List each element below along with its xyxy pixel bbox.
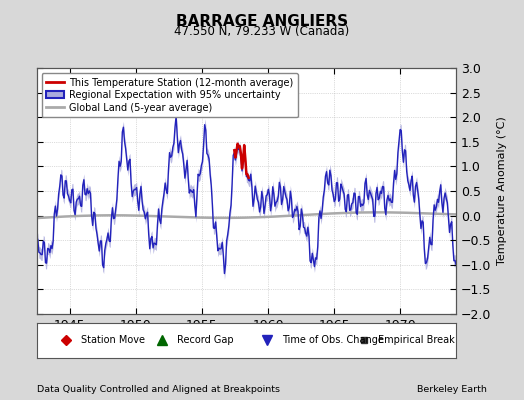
Legend: This Temperature Station (12-month average), Regional Expectation with 95% uncer: This Temperature Station (12-month avera…	[41, 73, 298, 118]
Text: 47.550 N, 79.233 W (Canada): 47.550 N, 79.233 W (Canada)	[174, 25, 350, 38]
Text: Empirical Break: Empirical Break	[378, 335, 455, 345]
Text: Data Quality Controlled and Aligned at Breakpoints: Data Quality Controlled and Aligned at B…	[37, 385, 280, 394]
Text: Station Move: Station Move	[81, 335, 145, 345]
Y-axis label: Temperature Anomaly (°C): Temperature Anomaly (°C)	[497, 117, 507, 265]
Text: Time of Obs. Change: Time of Obs. Change	[282, 335, 384, 345]
Text: Berkeley Earth: Berkeley Earth	[418, 385, 487, 394]
Text: BARRAGE ANGLIERS: BARRAGE ANGLIERS	[176, 14, 348, 29]
Text: Record Gap: Record Gap	[177, 335, 234, 345]
